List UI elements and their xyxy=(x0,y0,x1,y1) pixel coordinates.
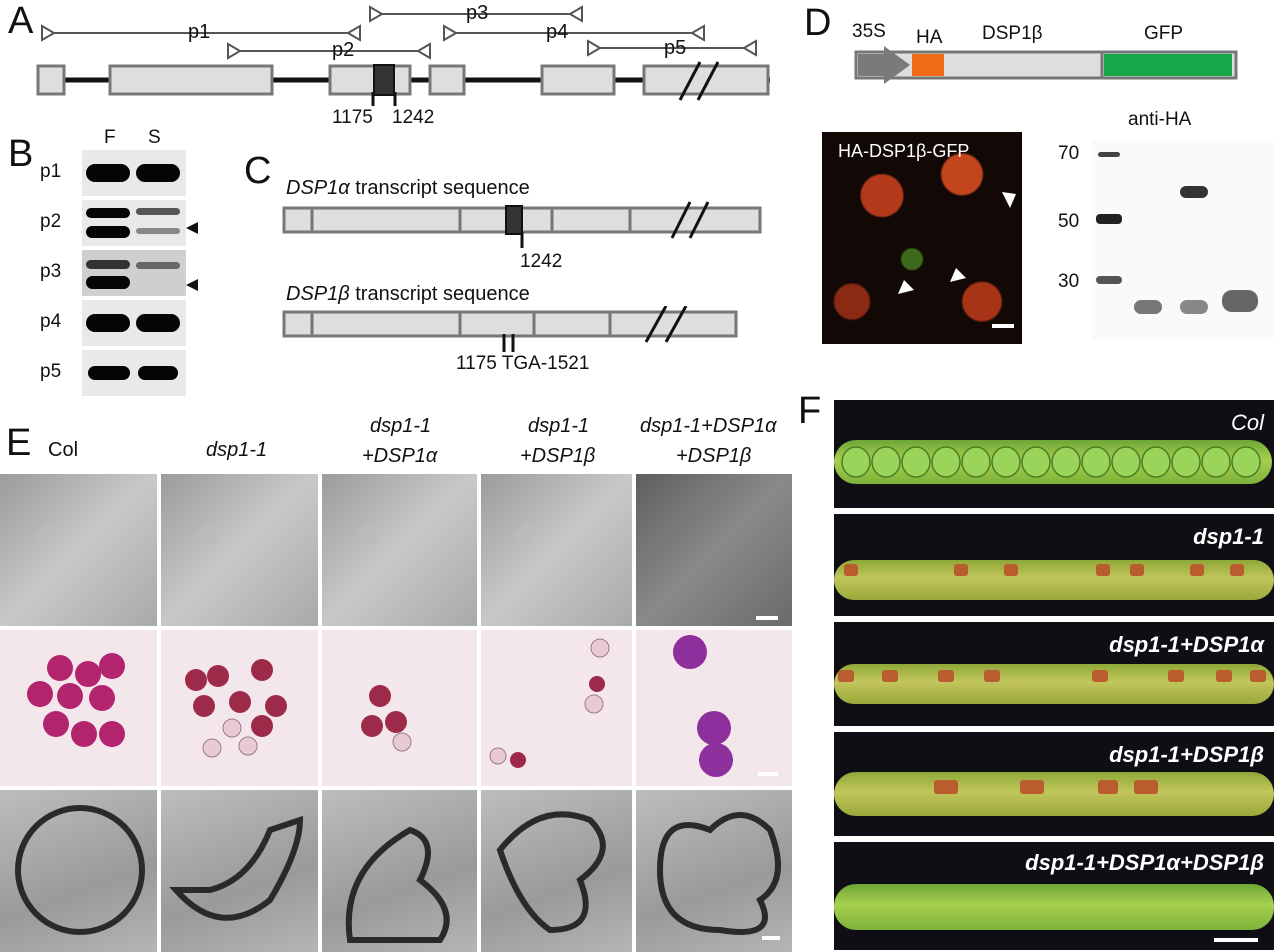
panel-label-b: B xyxy=(8,133,34,175)
arrowhead-icon xyxy=(898,280,914,294)
silique-seeds xyxy=(838,446,1266,794)
silique-label-dsp1-1: dsp1-1 xyxy=(1193,524,1264,549)
beta-transcript-title: DSP1β transcript sequence xyxy=(286,283,530,305)
silique-panel-beta: dsp1-1+DSP1β xyxy=(834,732,1274,836)
silique-panel-double: dsp1-1+DSP1α+DSP1β xyxy=(834,842,1274,950)
construct-label-ha: HA xyxy=(916,27,943,48)
column-label-double-line2: +DSP1β xyxy=(676,445,752,467)
panel-label-d: D xyxy=(804,2,832,44)
stain-image-alpha xyxy=(322,630,477,786)
column-label-alpha-line1: dsp1-1 xyxy=(370,415,432,437)
blot-marker-50: 50 xyxy=(1058,211,1080,232)
panel-label-a: A xyxy=(8,0,34,42)
position-1242: 1242 xyxy=(392,107,435,128)
silique-label-alpha: dsp1-1+DSP1α xyxy=(1109,632,1264,657)
gene-structure-diagram xyxy=(36,5,770,106)
scale-bar xyxy=(756,616,778,620)
tem-image-dsp1-1 xyxy=(161,790,318,952)
western-blot xyxy=(1092,140,1274,340)
primer-label-p4: p4 xyxy=(546,21,569,43)
stain-image-col xyxy=(0,630,157,786)
scale-bar xyxy=(992,324,1014,328)
arrowhead-icon xyxy=(1002,192,1016,208)
construct-label-35s: 35S xyxy=(852,21,886,42)
sem-image-beta xyxy=(481,474,632,626)
arrowhead-icon xyxy=(950,268,966,282)
lane-label-f: F xyxy=(104,127,116,148)
construct-diagram xyxy=(854,46,1238,84)
sem-image-dsp1-1 xyxy=(161,474,318,626)
column-label-alpha-line2: +DSP1α xyxy=(362,445,438,467)
blot-marker-70: 70 xyxy=(1058,143,1080,164)
gel-row-label-p2: p2 xyxy=(40,211,62,232)
alpha-transcript-diagram xyxy=(282,201,762,248)
sem-image-alpha xyxy=(322,474,477,626)
position-1175: 1175 xyxy=(332,107,373,128)
primer-label-p5: p5 xyxy=(664,37,687,59)
silique-panel-alpha: dsp1-1+DSP1α xyxy=(834,622,1274,726)
primer-label-p2: p2 xyxy=(332,39,355,61)
column-label-col: Col xyxy=(48,439,79,461)
column-label-dsp1-1: dsp1-1 xyxy=(206,439,268,461)
scale-bar xyxy=(1214,938,1258,942)
arrowhead-icon xyxy=(186,279,198,291)
panel-label-e: E xyxy=(6,422,32,464)
gel-row-p4 xyxy=(82,300,186,346)
alpha-position-label: 1242 xyxy=(520,251,563,272)
gel-row-p2 xyxy=(82,200,186,246)
pollen-grains xyxy=(27,635,733,777)
blot-title: anti-HA xyxy=(1128,109,1192,130)
panel-label-c: C xyxy=(244,150,272,192)
scale-bar xyxy=(762,936,780,940)
beta-transcript-diagram xyxy=(282,306,738,352)
gel-row-p5 xyxy=(82,350,186,396)
gel-row-label-p4: p4 xyxy=(40,311,62,332)
construct-label-dsp1b: DSP1β xyxy=(982,23,1043,44)
panel-label-f: F xyxy=(798,390,822,432)
tem-image-col xyxy=(0,790,157,952)
silique-label-double: dsp1-1+DSP1α+DSP1β xyxy=(1025,850,1264,875)
construct-label-gfp: GFP xyxy=(1144,23,1184,44)
gel-row-label-p3: p3 xyxy=(40,261,62,282)
gel-row-p1 xyxy=(82,150,186,196)
primer-label-p3: p3 xyxy=(466,2,489,24)
blot-marker-30: 30 xyxy=(1058,271,1080,292)
column-label-beta-line1: dsp1-1 xyxy=(528,415,590,437)
beta-position-label: 1175 TGA-1521 xyxy=(456,353,590,374)
tem-cell-outlines xyxy=(15,805,781,943)
column-label-beta-line2: +DSP1β xyxy=(520,445,596,467)
column-label-double-line1: dsp1-1+DSP1α xyxy=(640,415,777,437)
arrowhead-icon xyxy=(186,222,198,234)
gel-row-label-p5: p5 xyxy=(40,361,62,382)
silique-label-beta: dsp1-1+DSP1β xyxy=(1109,742,1264,767)
sem-image-col xyxy=(0,474,157,626)
silique-label-col: Col xyxy=(1230,410,1264,435)
scale-bar xyxy=(758,772,778,776)
confocal-label: HA-DSP1β-GFP xyxy=(838,141,970,161)
confocal-image: HA-DSP1β-GFP xyxy=(822,132,1022,344)
alpha-transcript-title: DSP1α transcript sequence xyxy=(286,177,530,199)
gel-row-label-p1: p1 xyxy=(40,161,62,182)
primer-label-p1: p1 xyxy=(188,21,211,43)
gel-row-p3 xyxy=(82,250,186,296)
lane-label-s: S xyxy=(148,127,161,148)
sem-image-double xyxy=(636,474,792,626)
stain-image-beta xyxy=(481,630,632,786)
